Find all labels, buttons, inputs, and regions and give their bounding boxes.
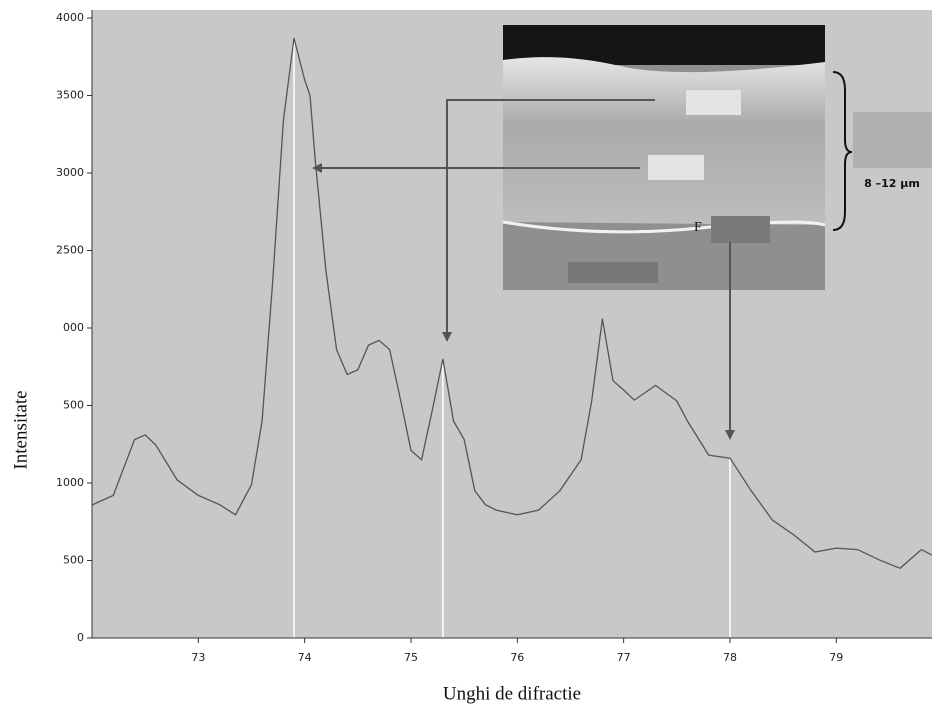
inset-label: F xyxy=(694,220,702,235)
x-tick-label: 76 xyxy=(510,651,524,664)
inset-interface xyxy=(502,220,826,234)
inset-box xyxy=(648,155,704,180)
y-tick-label: 3500 xyxy=(56,89,84,102)
y-tick-label: 0 xyxy=(77,631,84,644)
inset-image: F xyxy=(502,25,826,290)
x-tick-label: 75 xyxy=(404,651,418,664)
x-tick-label: 78 xyxy=(723,651,737,664)
thickness-label: 8 –12 µm xyxy=(864,177,920,190)
label-box xyxy=(853,112,932,168)
inset-box xyxy=(568,262,658,283)
xrd-line xyxy=(91,37,932,570)
y-tick-label: 500 xyxy=(63,554,84,567)
brace xyxy=(832,71,853,231)
y-tick-label: 500 xyxy=(63,399,84,412)
inset-coating xyxy=(503,57,825,225)
inset-box xyxy=(711,216,770,243)
x-tick-label: 73 xyxy=(191,651,205,664)
y-tick-label: 4000 xyxy=(56,11,84,24)
x-tick-label: 77 xyxy=(617,651,631,664)
x-axis-title: Unghi de difractie xyxy=(443,683,581,704)
y-tick-label: 3000 xyxy=(56,166,84,179)
y-tick-label: 2500 xyxy=(56,244,84,257)
inset-box xyxy=(686,90,741,115)
y-tick-label: 1000 xyxy=(56,476,84,489)
arrow xyxy=(442,99,655,342)
x-tick-label: 79 xyxy=(829,651,843,664)
y-axis-title: Intensitate xyxy=(10,390,31,469)
y-tick-label: 000 xyxy=(63,321,84,334)
x-tick-label: 74 xyxy=(298,651,312,664)
